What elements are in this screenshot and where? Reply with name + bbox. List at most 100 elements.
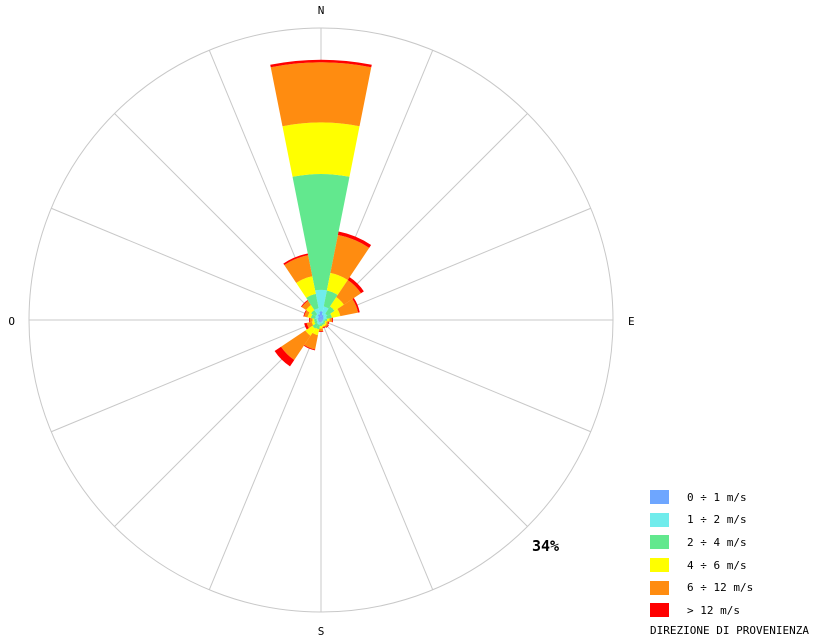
legend-swatch	[650, 558, 669, 573]
rose-segment	[308, 317, 311, 323]
rose-segment	[337, 231, 372, 248]
rose-segment	[323, 290, 338, 309]
grid-spoke	[320, 319, 434, 590]
rose-segment	[324, 320, 327, 324]
rose-segment	[324, 323, 329, 328]
rose-segment	[326, 272, 348, 296]
legend-label: 2 ÷ 4 m/s	[687, 535, 747, 549]
rose-segment	[327, 321, 330, 325]
rose-segment	[322, 324, 325, 327]
rose-segment	[321, 320, 323, 322]
rose-segment	[270, 59, 372, 68]
rose-segment	[311, 321, 316, 326]
rose-segment	[322, 321, 326, 325]
grid-spoke	[320, 319, 528, 527]
rose-segment	[301, 300, 311, 310]
rose-segment	[314, 308, 320, 316]
rose-segment	[321, 317, 324, 320]
grid-spoke	[51, 207, 322, 321]
rose-segment	[301, 300, 309, 308]
rose-segment	[325, 313, 332, 319]
rose-segment	[323, 322, 327, 326]
rose-segment	[281, 330, 311, 360]
rose-segment	[312, 327, 320, 336]
rose-segment	[318, 328, 324, 332]
legend-swatch	[650, 580, 669, 595]
rose-segment	[337, 299, 359, 317]
rose-segment	[331, 317, 334, 323]
rose-segment	[274, 346, 295, 367]
grid-spoke	[114, 113, 322, 321]
rose-segment	[322, 313, 328, 319]
rose-segment	[316, 319, 319, 321]
rose-segment	[323, 316, 327, 320]
rose-segment	[306, 321, 314, 329]
rose-segment	[315, 324, 320, 330]
rose-segment	[311, 310, 318, 317]
rose-segment	[296, 276, 316, 298]
legend-label: > 12 m/s	[687, 603, 740, 617]
rose-segment	[336, 280, 361, 305]
legend: 0 ÷ 1 m/s 1 ÷ 2 m/s 2 ÷ 4 m/s 4 ÷ 6 m/s …	[650, 486, 753, 622]
legend-item: > 12 m/s	[650, 599, 753, 622]
rose-segment	[318, 322, 321, 326]
rose-segment	[322, 325, 326, 328]
rose-segment	[283, 253, 309, 266]
rose-segment	[319, 323, 323, 327]
rose-segment	[321, 314, 324, 320]
rose-segment	[321, 320, 324, 323]
rose-segment	[325, 324, 329, 328]
rose-segment	[321, 320, 323, 321]
rose-segment	[270, 62, 372, 127]
rose-segment	[312, 322, 319, 329]
rose-segment	[318, 317, 321, 320]
rose-segment	[324, 318, 328, 322]
grid-spoke	[208, 319, 322, 590]
rose-segment	[282, 122, 360, 177]
direction-label-n: N	[318, 4, 325, 17]
rose-segment	[316, 320, 319, 323]
rose-segment	[304, 310, 310, 318]
rose-segment	[352, 298, 360, 313]
rose-segment	[316, 321, 320, 325]
rose-segment	[314, 320, 318, 324]
rose-segment	[321, 322, 324, 326]
rose-segment	[325, 306, 335, 316]
grid-spoke	[51, 319, 322, 433]
rose-segment	[322, 320, 324, 322]
rose-segment	[322, 306, 329, 316]
rose-segment	[307, 312, 313, 318]
legend-title: DIREZIONE DI PROVENIENZA	[650, 624, 809, 637]
rose-segment	[317, 314, 321, 320]
legend-item: 0 ÷ 1 m/s	[650, 486, 753, 509]
rose-segment	[292, 173, 350, 291]
legend-swatch	[650, 603, 669, 618]
legend-item: 2 ÷ 4 m/s	[650, 531, 753, 554]
rose-segment	[305, 325, 316, 336]
rose-segment	[304, 322, 309, 330]
rose-segment	[310, 314, 317, 319]
rose-segment	[306, 293, 319, 311]
rose-segment	[315, 314, 320, 319]
rose-segment	[319, 320, 321, 323]
legend-swatch	[650, 535, 669, 550]
grid-spoke	[320, 319, 591, 433]
rose-segment	[330, 297, 344, 311]
rose-segment	[306, 305, 315, 314]
legend-label: 0 ÷ 1 m/s	[687, 490, 747, 504]
rose-segment	[318, 320, 321, 323]
rose-segment	[303, 309, 307, 317]
rose-segment	[321, 321, 323, 324]
rose-segment	[322, 326, 326, 329]
rose-segment	[330, 309, 341, 318]
rose-segment	[318, 330, 324, 333]
rose-segment	[330, 234, 370, 281]
rose-segment	[314, 318, 317, 322]
direction-label-s: S	[318, 625, 325, 638]
rose-segment	[329, 317, 333, 323]
rose-segment	[323, 320, 326, 323]
rose-segment	[321, 319, 323, 321]
direction-label-e: E	[628, 315, 635, 328]
rose-segment	[320, 320, 322, 322]
